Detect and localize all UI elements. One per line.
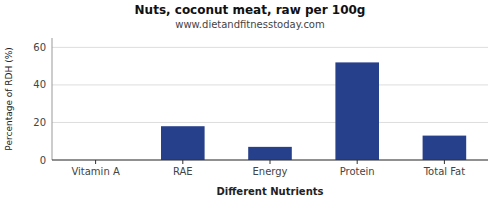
grid-line xyxy=(52,122,488,123)
y-tick-label: 0 xyxy=(40,155,46,166)
y-axis-label: Percentage of RDH (%) xyxy=(4,47,14,150)
chart-svg: 0 20 40 60 Vitamin A RAE Energy Protein Total Fa… xyxy=(0,0,500,200)
x-tick xyxy=(444,160,445,164)
y-axis-line xyxy=(52,38,53,160)
chart-container: 0 20 40 60 Vitamin A RAE Energy Protein Total Fa… xyxy=(0,0,500,200)
x-tick-label: Energy xyxy=(252,166,287,177)
bar xyxy=(248,147,292,160)
x-axis-label: Different Nutrients xyxy=(217,186,324,197)
grid-line xyxy=(52,84,488,85)
subtitle: www.dietandfitnesstoday.com xyxy=(175,19,324,30)
grid-line xyxy=(52,47,488,48)
x-tick xyxy=(270,160,271,164)
bar xyxy=(423,136,467,160)
bar xyxy=(335,62,379,160)
bar xyxy=(161,126,205,160)
x-tick-label: Vitamin A xyxy=(71,166,119,177)
title: Nuts, coconut meat, raw per 100g xyxy=(135,3,366,17)
bars xyxy=(161,62,466,160)
x-tick-label: Protein xyxy=(340,166,375,177)
x-tick-label: RAE xyxy=(173,166,193,177)
x-tick xyxy=(357,160,358,164)
x-tick xyxy=(182,160,183,164)
y-tick-label: 20 xyxy=(33,117,46,128)
y-tick-label: 60 xyxy=(33,42,46,53)
x-tick-label: Total Fat xyxy=(423,166,465,177)
y-tick-label: 40 xyxy=(33,79,46,90)
x-tick xyxy=(95,160,96,164)
